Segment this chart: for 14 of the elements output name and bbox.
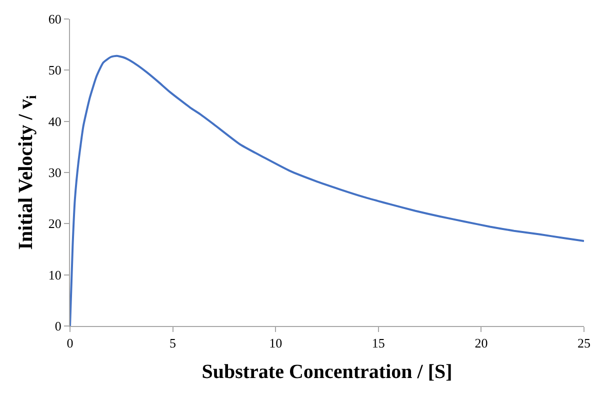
x-tick-label: 5 (170, 336, 176, 351)
y-tick-label: 40 (48, 114, 62, 129)
x-axis-title: Substrate Concentration / [S] (202, 361, 452, 384)
y-tick-label: 10 (48, 267, 62, 282)
y-tick-label: 30 (48, 165, 62, 180)
y-tick-label: 50 (48, 62, 62, 78)
x-tick-label: 20 (474, 336, 488, 351)
x-tick-label: 15 (372, 336, 385, 351)
x-tick-label: 25 (578, 336, 590, 351)
x-tick-label: 0 (66, 336, 74, 351)
x-tick-label: 10 (269, 336, 282, 351)
y-tick-label: 20 (48, 216, 62, 232)
y-tick-label: 0 (54, 318, 62, 334)
y-tick-label: 60 (48, 12, 62, 27)
